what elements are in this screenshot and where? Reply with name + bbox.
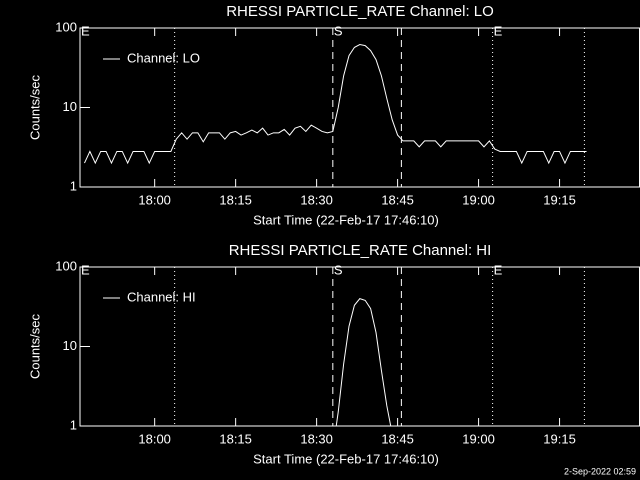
x-tick-label: 19:15: [543, 192, 576, 207]
event-flag: E: [494, 262, 503, 277]
x-axis-label: Start Time (22-Feb-17 17:46:10): [253, 212, 439, 227]
event-flag: E: [494, 23, 503, 38]
x-tick-label: 18:45: [381, 192, 414, 207]
x-tick-label: 19:15: [543, 431, 576, 446]
event-flag: S: [334, 262, 343, 277]
y-tick-label: 1: [70, 178, 77, 193]
x-tick-label: 18:30: [300, 192, 333, 207]
y-tick-label: 10: [63, 338, 77, 353]
event-flag: S: [334, 23, 343, 38]
x-tick-label: 18:30: [300, 431, 333, 446]
footer: 2-Sep-2022 02:59: [564, 466, 636, 476]
y-axis-label: Counts/sec: [27, 74, 42, 140]
legend-label: Channel: HI: [127, 289, 196, 304]
data-line: [335, 298, 392, 426]
event-flag: E: [81, 23, 90, 38]
y-tick-label: 1: [70, 417, 77, 432]
event-flag: E: [81, 262, 90, 277]
x-tick-label: 18:45: [381, 431, 414, 446]
data-line: [84, 43, 587, 165]
y-tick-label: 100: [55, 19, 77, 34]
chart-title: RHESSI PARTICLE_RATE Channel: LO: [226, 3, 494, 20]
plot-area: [335, 298, 392, 426]
x-tick-label: 18:00: [138, 431, 171, 446]
y-axis-label: Counts/sec: [27, 313, 42, 379]
x-tick-label: 18:00: [138, 192, 171, 207]
x-tick-label: 19:00: [462, 431, 495, 446]
x-tick-label: 18:15: [219, 192, 252, 207]
y-tick-label: 10: [63, 99, 77, 114]
plot-area: [84, 43, 587, 165]
x-tick-label: 18:15: [219, 431, 252, 446]
x-tick-label: 19:00: [462, 192, 495, 207]
chart-title: RHESSI PARTICLE_RATE Channel: HI: [229, 242, 492, 259]
y-tick-label: 100: [55, 258, 77, 273]
legend-label: Channel: LO: [127, 50, 200, 65]
x-axis-label: Start Time (22-Feb-17 17:46:10): [253, 451, 439, 466]
